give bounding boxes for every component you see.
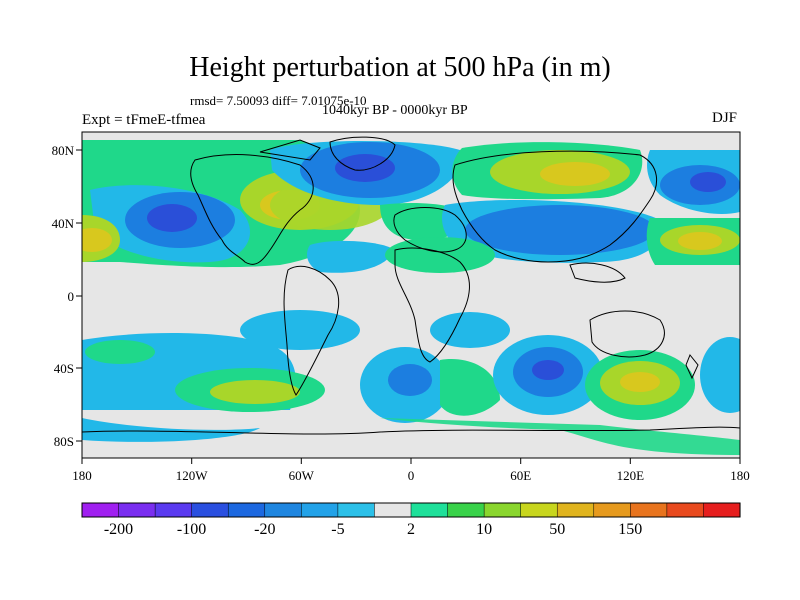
contour-region (465, 205, 655, 255)
new-zealand-outline (685, 354, 699, 380)
colorbar-swatches (81, 502, 741, 518)
colorbar-label: 2 (407, 521, 415, 538)
colorbar-swatch (374, 502, 412, 518)
season-label: DJF (712, 110, 738, 126)
contour-region (678, 232, 722, 250)
colorbar-swatch (483, 502, 522, 518)
colorbar (81, 502, 741, 518)
contour-region (82, 418, 260, 442)
contour-region (388, 364, 432, 396)
lat-label: 40S (54, 361, 74, 376)
asia-outline (452, 150, 658, 263)
colorbar-labels: -200 -100 -20 -5 2 10 50 150 (104, 521, 642, 538)
lon-label: 180 (72, 468, 92, 483)
contour-region (440, 359, 500, 416)
lat-labels: 80N 40N 0 40S 80S (52, 143, 75, 449)
coastlines (82, 136, 740, 435)
colorbar-swatch (666, 502, 705, 518)
contour-region (430, 312, 510, 348)
lat-label: 0 (68, 289, 75, 304)
contour-region (700, 337, 740, 413)
contour-region (210, 380, 300, 404)
europe-outline (393, 207, 467, 253)
colorbar-label: 50 (549, 521, 565, 538)
lon-label: 60W (289, 468, 315, 483)
colorbar-swatch (630, 502, 668, 518)
lon-label: 180 (730, 468, 750, 483)
colorbar-swatch (191, 502, 229, 518)
colorbar-label: -200 (104, 521, 133, 538)
colorbar-swatch (593, 502, 631, 518)
colorbar-swatch (264, 502, 302, 518)
contour-region (690, 172, 726, 192)
axis-ticks (76, 149, 741, 464)
lon-label: 120W (176, 468, 209, 483)
colorbar-label: -100 (177, 521, 206, 538)
lat-label: 80S (54, 434, 74, 449)
lon-label: 120E (617, 468, 645, 483)
colorbar-frame (81, 502, 741, 518)
contour-field (82, 132, 740, 458)
stats-readout: rmsd= 7.50093 diff= 7.01075e-10 (190, 93, 367, 108)
colorbar-label: 150 (618, 521, 642, 538)
lat-label: 80N (52, 143, 75, 158)
colorbar-swatch (154, 502, 193, 518)
contour-region (307, 240, 395, 273)
contour-region (335, 154, 395, 182)
colorbar-swatch (410, 502, 449, 518)
lon-labels: 180 120W 60W 0 60E 120E 180 (72, 468, 750, 483)
contour-region (540, 162, 610, 186)
contour-region (240, 310, 360, 350)
colorbar-swatch (520, 502, 558, 518)
colorbar-label: 10 (476, 521, 492, 538)
south-america-outline (283, 265, 340, 396)
canadian-archipelago-outline (259, 139, 321, 161)
lon-label: 0 (408, 468, 415, 483)
colorbar-label: -5 (331, 521, 344, 538)
lon-label: 60E (510, 468, 531, 483)
contour-region (147, 204, 197, 232)
contour-region (532, 360, 564, 380)
experiment-label: Expt = tFmeE-tfmea (82, 112, 206, 128)
antarctica-outline (82, 426, 740, 435)
colorbar-swatch (556, 502, 595, 518)
colorbar-swatch (337, 502, 376, 518)
colorbar-swatch (703, 502, 741, 518)
africa-outline (394, 247, 470, 363)
contour-region (82, 228, 112, 252)
contour-region (380, 418, 740, 455)
colorbar-swatch (81, 502, 120, 518)
contour-region (85, 340, 155, 364)
greenland-outline (329, 136, 396, 171)
contour-region (620, 372, 660, 392)
colorbar-swatch (447, 502, 485, 518)
indonesia-outline (569, 262, 626, 283)
page-title: Height perturbation at 500 hPa (in m) (189, 52, 611, 83)
period-label: 1040kyr BP - 0000kyr BP (322, 103, 468, 118)
north-america-outline (190, 154, 314, 265)
colorbar-label: -20 (254, 521, 275, 538)
colorbar-swatch (301, 502, 339, 518)
lat-label: 40N (52, 216, 75, 231)
contour-region (385, 237, 495, 273)
colorbar-swatch (118, 502, 156, 518)
australia-outline (589, 310, 665, 358)
colorbar-swatch (227, 502, 266, 518)
